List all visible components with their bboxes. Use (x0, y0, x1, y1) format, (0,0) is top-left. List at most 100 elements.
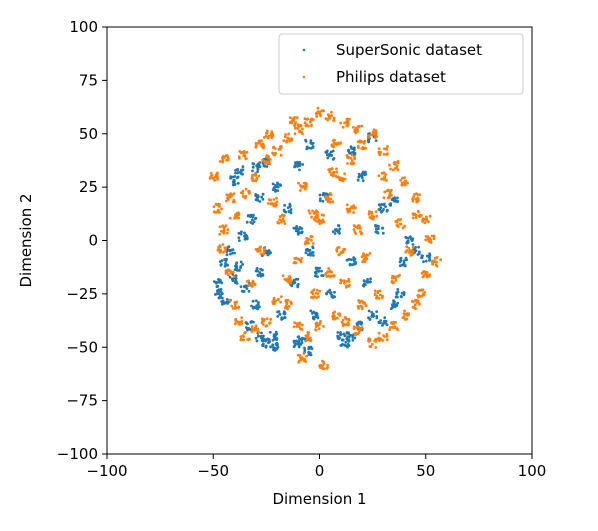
point (252, 220, 256, 224)
point (247, 289, 251, 293)
point (347, 335, 351, 339)
point (318, 199, 322, 203)
point (309, 309, 313, 313)
point (254, 248, 258, 251)
point (401, 176, 404, 180)
point (375, 224, 379, 228)
point (368, 280, 372, 284)
point (353, 336, 357, 340)
point (288, 139, 291, 143)
point (327, 267, 330, 270)
point (256, 168, 260, 171)
point (244, 157, 248, 161)
point (339, 278, 343, 282)
point (320, 274, 323, 277)
point (238, 239, 241, 243)
point (234, 171, 237, 175)
point (318, 193, 322, 197)
point (309, 139, 313, 143)
point (341, 338, 345, 342)
point (342, 332, 346, 336)
point (311, 251, 315, 254)
point (243, 331, 247, 334)
point (237, 236, 241, 240)
point (374, 129, 378, 133)
point (332, 116, 336, 120)
point (225, 193, 229, 197)
point (398, 273, 401, 277)
point (330, 154, 334, 157)
point (385, 323, 389, 327)
point (218, 211, 221, 214)
y-tick-label: −25 (66, 285, 98, 303)
point (251, 306, 255, 310)
point (263, 164, 267, 168)
point (374, 131, 378, 135)
point (416, 299, 420, 303)
point (377, 147, 381, 151)
point (402, 293, 406, 297)
point (381, 324, 384, 327)
point (390, 193, 393, 197)
point (246, 322, 249, 326)
point (357, 146, 360, 150)
point (224, 246, 228, 250)
y-tick-label: 25 (79, 178, 98, 196)
point (350, 153, 354, 157)
point (351, 336, 355, 339)
point (352, 211, 355, 214)
point (292, 226, 296, 230)
point (424, 235, 428, 238)
point (310, 238, 313, 242)
point (210, 174, 214, 177)
point (293, 260, 297, 264)
point (292, 280, 295, 284)
point (303, 242, 307, 246)
point (422, 260, 425, 264)
point (258, 161, 262, 164)
point (392, 162, 396, 166)
point (287, 304, 291, 308)
point (384, 147, 388, 151)
point (225, 199, 228, 203)
point (299, 343, 303, 346)
point (276, 345, 280, 349)
point (286, 136, 290, 140)
point (247, 189, 251, 193)
point (353, 332, 357, 336)
point (379, 293, 382, 297)
point (224, 249, 228, 252)
point (222, 250, 225, 254)
point (282, 214, 285, 218)
point (233, 182, 237, 186)
point (277, 147, 281, 151)
point (411, 212, 415, 216)
point (333, 232, 337, 235)
point (227, 245, 231, 249)
point (411, 250, 415, 253)
point (326, 290, 330, 294)
point (230, 248, 234, 252)
point (376, 230, 379, 234)
point (420, 256, 423, 260)
point (272, 145, 276, 149)
point (403, 180, 407, 184)
point (245, 280, 249, 283)
point (242, 154, 246, 158)
point (276, 185, 280, 189)
point (261, 344, 265, 347)
point (285, 278, 288, 282)
point (316, 111, 319, 114)
point (278, 313, 282, 316)
point (331, 174, 335, 178)
point (331, 230, 335, 234)
point (347, 284, 351, 288)
point (234, 320, 238, 323)
point (332, 145, 335, 149)
point (383, 190, 387, 194)
point (377, 338, 381, 342)
point (354, 206, 357, 210)
point (278, 218, 281, 222)
point (296, 277, 300, 281)
point (256, 195, 260, 199)
